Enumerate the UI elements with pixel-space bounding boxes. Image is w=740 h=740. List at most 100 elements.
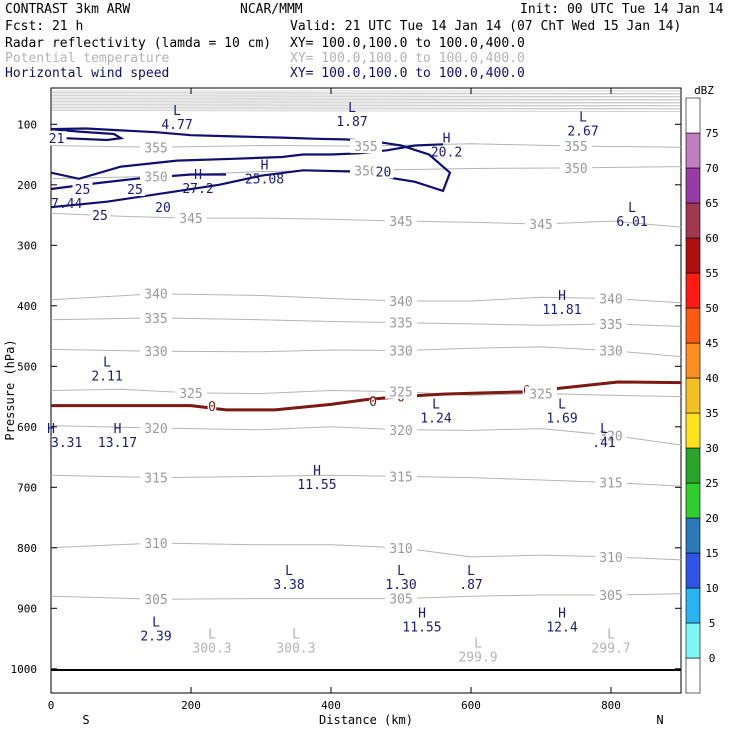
theta-label-320: 320 — [599, 429, 622, 444]
wind-label-20: 20 — [376, 165, 392, 180]
theta-label-340: 340 — [144, 288, 167, 303]
theta-label-bg — [595, 549, 627, 564]
colorbar-tick-label: 35 — [705, 407, 718, 420]
theta-label-310: 310 — [144, 537, 167, 552]
extremum-value: 27.2 — [182, 182, 213, 197]
theta-label-325: 325 — [389, 386, 412, 401]
extremum-marker-L: L — [432, 398, 440, 413]
theta-label-bg — [595, 475, 627, 490]
extremum-marker-H: H — [114, 422, 122, 437]
colorbar-swatch — [685, 552, 701, 589]
extremum-value: 2.67 — [567, 124, 598, 139]
extremum-value: 11.55 — [402, 620, 441, 635]
theta-label-bg — [595, 316, 627, 331]
theta-label-bg — [140, 286, 172, 301]
theta-label-bg — [385, 540, 417, 555]
colorbar-swatch — [685, 412, 701, 449]
x-tick-label: 0 — [48, 699, 55, 712]
extremum-value: .41 — [592, 436, 615, 451]
theta-label-bg — [175, 385, 207, 400]
theta-label-355: 355 — [564, 140, 587, 155]
theta-label-330: 330 — [144, 345, 167, 360]
y-tick-label: 100 — [17, 118, 37, 131]
colorbar-tick-label: 20 — [705, 512, 718, 525]
extremum-value: 2.11 — [91, 369, 122, 384]
wind-label-21: 21 — [49, 132, 65, 147]
extremum-value: 11.81 — [542, 303, 581, 318]
y-tick-label: 300 — [17, 239, 37, 252]
theta-label-bg — [595, 428, 627, 443]
theta-label-345: 345 — [389, 215, 412, 230]
colorbar-tick-label: 30 — [705, 442, 718, 455]
plot-frame — [50, 87, 682, 694]
colorbar-swatch — [685, 202, 701, 239]
extremum-marker-L: L — [173, 104, 181, 119]
y-tick-label: 900 — [17, 602, 37, 615]
extremum-value: 1.30 — [385, 578, 416, 593]
extremum-value: 4.77 — [161, 118, 192, 133]
theta-label-bg — [385, 315, 417, 330]
extremum-value: 1.24 — [420, 412, 451, 427]
extremum-marker-H: H — [313, 464, 321, 479]
theta-label-335: 335 — [599, 318, 622, 333]
theta-label-bg — [175, 211, 207, 226]
colorbar-tick-label: 55 — [705, 267, 718, 280]
theta-label-bg — [595, 587, 627, 602]
model-title: CONTRAST 3km ARW — [5, 2, 130, 17]
colorbar-swatch — [685, 377, 701, 414]
theta-label-350: 350 — [354, 164, 377, 179]
colorbar-tick-label: 25 — [705, 477, 718, 490]
y-tick-label: 700 — [17, 481, 37, 494]
theta-label-345: 345 — [529, 218, 552, 233]
extremum-value: 2.39 — [140, 629, 171, 644]
extremum-marker-L: L — [628, 201, 636, 216]
field-label-theta: Potential temperature — [5, 51, 170, 66]
extremum-value: 3.38 — [273, 578, 304, 593]
theta-label-310: 310 — [389, 542, 412, 557]
x-end-label-north: N — [656, 713, 663, 727]
freezing-level-line — [51, 380, 682, 412]
x-axis: 0 200 400 600 800 — [48, 88, 621, 712]
extremum-marker-H: H — [558, 289, 566, 304]
extremum-marker-H: H — [47, 422, 55, 437]
colorbar-swatch — [685, 237, 701, 274]
wind-label-bg — [153, 200, 173, 215]
hatch-line — [51, 107, 681, 109]
wind-label-bg — [373, 164, 394, 179]
extremum-marker-L: L — [285, 564, 293, 579]
y-tick-label: 500 — [17, 360, 37, 373]
extremum-value: 1.87 — [336, 115, 367, 130]
theta-label-bg — [140, 344, 172, 359]
colorbar-tick-label: 75 — [705, 127, 718, 140]
theta-label-335: 335 — [144, 312, 167, 327]
wind-label-25: 25 — [127, 183, 143, 198]
wind-label-25: 25 — [75, 183, 91, 198]
colorbar-swatch — [685, 657, 701, 694]
theta-label-345: 345 — [179, 212, 202, 227]
hatch-line — [51, 110, 681, 112]
theta-label-bg — [385, 343, 417, 358]
wind-label-bg — [72, 182, 93, 197]
hatch-line — [51, 98, 681, 100]
wind-label-bg — [125, 182, 145, 197]
extremum-marker-L: L — [607, 628, 615, 643]
theta-label-bg — [525, 217, 557, 232]
theta-label-350: 350 — [144, 170, 167, 185]
extremum-value: 1.69 — [546, 412, 577, 427]
colorbar-tick-label: 70 — [705, 162, 718, 175]
colorbar: dBZ 0 5 10 15 20 25 30 35 40 45 50 55 60 65 70 75 — [685, 84, 719, 694]
y-tick-label: 800 — [17, 542, 37, 555]
extremum-value: 20.2 — [431, 145, 462, 160]
colorbar-swatch — [685, 447, 701, 484]
theta-label-bg — [140, 421, 172, 436]
theta-label-340: 340 — [389, 295, 412, 310]
theta-label-315: 315 — [389, 470, 412, 485]
y-tick-label: 400 — [17, 300, 37, 313]
y-tick-label: 200 — [17, 179, 37, 192]
colorbar-tick-label: 10 — [705, 582, 718, 595]
x-tick-label: 400 — [321, 699, 341, 712]
extremum-value: 6.01 — [616, 215, 647, 230]
colorbar-tick-label: 15 — [705, 547, 718, 560]
